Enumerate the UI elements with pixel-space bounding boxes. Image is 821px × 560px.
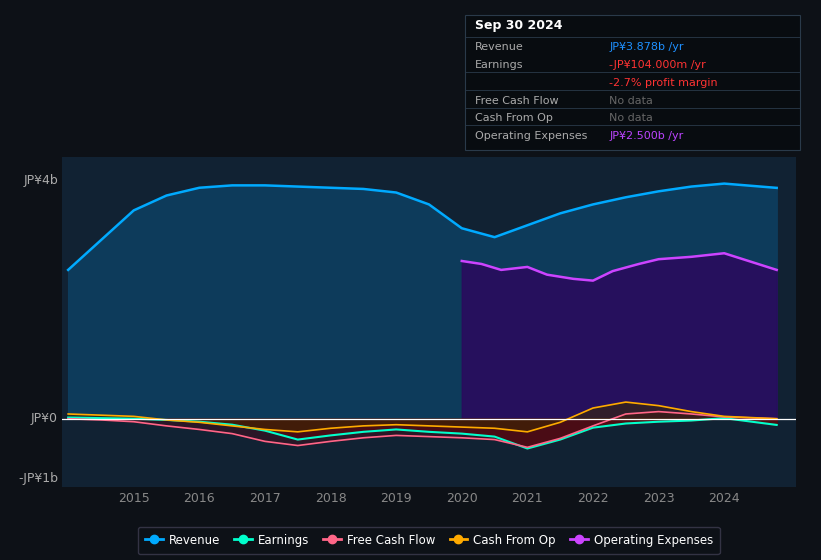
Text: Operating Expenses: Operating Expenses (475, 131, 587, 141)
Text: JP¥2.500b /yr: JP¥2.500b /yr (609, 131, 683, 141)
Text: JP¥3.878b /yr: JP¥3.878b /yr (609, 43, 684, 53)
Text: Sep 30 2024: Sep 30 2024 (475, 19, 562, 32)
Text: Free Cash Flow: Free Cash Flow (475, 96, 558, 106)
Legend: Revenue, Earnings, Free Cash Flow, Cash From Op, Operating Expenses: Revenue, Earnings, Free Cash Flow, Cash … (138, 527, 720, 554)
Text: -JP¥1b: -JP¥1b (18, 472, 58, 485)
Text: -2.7% profit margin: -2.7% profit margin (609, 78, 718, 88)
Text: Earnings: Earnings (475, 60, 523, 70)
Text: JP¥0: JP¥0 (31, 412, 58, 425)
Text: JP¥4b: JP¥4b (23, 174, 58, 187)
Text: No data: No data (609, 113, 653, 123)
Text: Cash From Op: Cash From Op (475, 113, 553, 123)
Text: Revenue: Revenue (475, 43, 524, 53)
Text: No data: No data (609, 96, 653, 106)
Text: -JP¥104.000m /yr: -JP¥104.000m /yr (609, 60, 706, 70)
